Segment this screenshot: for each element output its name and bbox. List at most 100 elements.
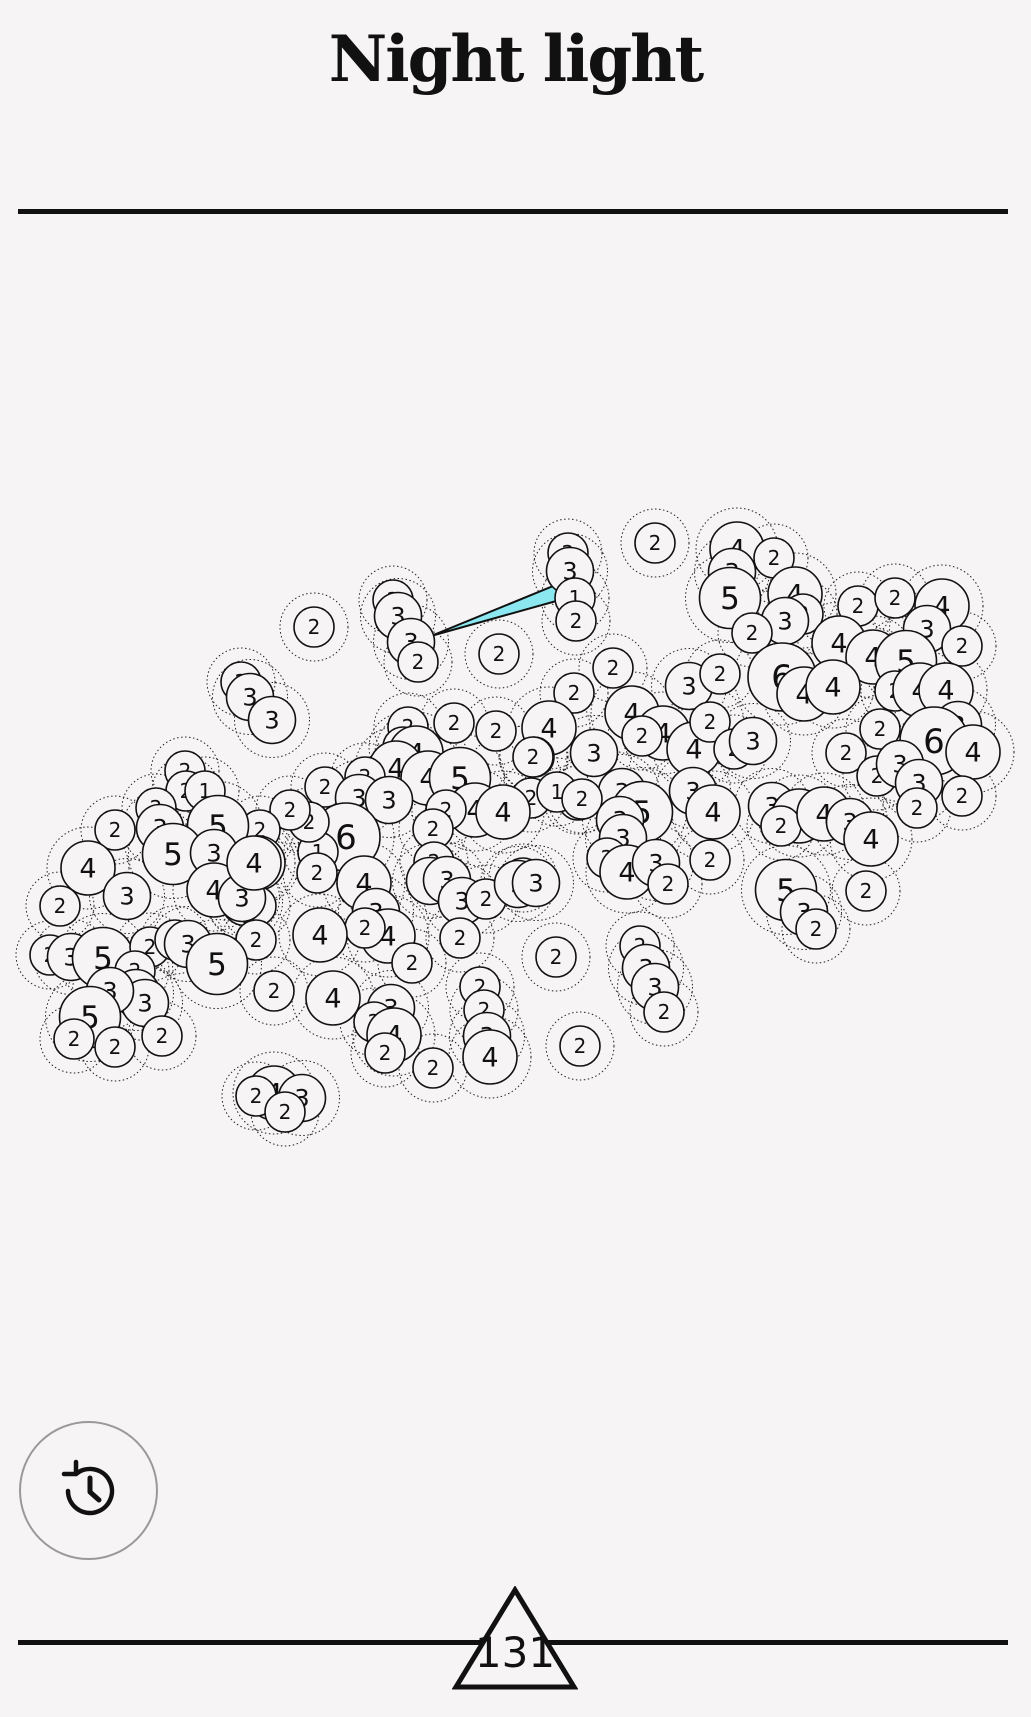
light-node[interactable]: 2 <box>634 522 676 564</box>
node-range <box>498 845 574 921</box>
node-count: 4 <box>245 849 262 880</box>
light-node[interactable]: 2 <box>535 936 577 978</box>
node-count: 2 <box>109 818 122 842</box>
light-node[interactable]: 5 <box>141 822 205 886</box>
light-node[interactable]: 2 <box>269 789 311 831</box>
light-node[interactable]: 2 <box>141 1015 183 1057</box>
light-node[interactable]: 4 <box>475 784 531 840</box>
node-count: 2 <box>570 609 583 633</box>
light-node[interactable]: 2 <box>760 805 802 847</box>
light-node[interactable]: 2 <box>941 625 983 667</box>
light-node[interactable]: 2 <box>433 702 475 744</box>
light-node[interactable]: 4 <box>685 784 741 840</box>
light-node[interactable]: 5 <box>185 932 249 996</box>
light-node[interactable]: 2 <box>39 885 81 927</box>
node-disc <box>293 606 335 648</box>
node-count: 3 <box>586 739 601 767</box>
node-range <box>221 905 291 975</box>
light-node[interactable]: 2 <box>478 633 520 675</box>
light-node[interactable]: 2 <box>559 1025 601 1067</box>
light-node[interactable]: 2 <box>561 778 603 820</box>
light-node[interactable]: 2 <box>731 612 773 654</box>
light-node[interactable]: 4 <box>305 970 361 1026</box>
light-node[interactable]: 2 <box>689 839 731 881</box>
light-node[interactable]: 2 <box>689 701 731 743</box>
light-node[interactable]: 2 <box>439 917 481 959</box>
light-node[interactable]: 2 <box>643 991 685 1033</box>
light-node[interactable]: 2 <box>264 1091 306 1133</box>
history-button[interactable] <box>19 1421 158 1560</box>
node-count: 2 <box>746 621 759 645</box>
light-node[interactable]: 2 <box>874 577 916 619</box>
light-node[interactable]: 5 <box>698 566 762 630</box>
node-count: 2 <box>956 634 969 658</box>
light-node[interactable]: 4 <box>462 1029 518 1085</box>
node-count: 2 <box>284 798 297 822</box>
light-node[interactable]: 2 <box>837 585 879 627</box>
node-disc <box>292 907 348 963</box>
light-node[interactable]: 2 <box>795 908 837 950</box>
light-node[interactable]: 2 <box>94 1026 136 1068</box>
light-node[interactable]: 4 <box>60 840 116 896</box>
light-node[interactable]: 2 <box>647 863 689 905</box>
light-node[interactable]: 2 <box>825 732 867 774</box>
node-range <box>172 919 262 1009</box>
node-count: 2 <box>840 741 853 765</box>
light-node[interactable]: 4 <box>945 724 1001 780</box>
light-node[interactable]: 2 <box>94 809 136 851</box>
light-node[interactable]: 3 <box>511 858 561 908</box>
light-node[interactable]: 2 <box>941 775 983 817</box>
light-node[interactable]: 2 <box>397 641 439 683</box>
node-range <box>831 856 901 926</box>
light-node[interactable]: 2 <box>296 852 338 894</box>
node-disc <box>859 708 901 750</box>
node-count: 2 <box>574 1034 587 1058</box>
node-disc <box>805 659 861 715</box>
light-node[interactable]: 4 <box>843 811 899 867</box>
light-node[interactable]: 3 <box>364 775 414 825</box>
light-node[interactable]: 2 <box>592 647 634 689</box>
light-node[interactable]: 2 <box>344 907 386 949</box>
node-count: 2 <box>279 1100 292 1124</box>
node-count: 2 <box>607 656 620 680</box>
node-count: 3 <box>381 786 396 814</box>
node-disc <box>874 577 916 619</box>
node-range <box>768 579 838 649</box>
light-node[interactable]: 2 <box>475 710 517 752</box>
light-node[interactable]: 4 <box>226 835 282 891</box>
light-node[interactable]: 2 <box>235 919 277 961</box>
light-node[interactable]: 2 <box>53 1018 95 1060</box>
node-count: 2 <box>412 650 425 674</box>
node-disc <box>561 778 603 820</box>
node-disc <box>699 653 741 695</box>
node-count: 4 <box>79 854 96 885</box>
light-node[interactable]: 2 <box>512 736 554 778</box>
light-node[interactable]: 3 <box>569 728 619 778</box>
node-range <box>620 508 690 578</box>
light-node[interactable]: 4 <box>292 907 348 963</box>
light-node[interactable]: 4 <box>805 659 861 715</box>
light-node[interactable]: 2 <box>555 600 597 642</box>
light-node[interactable]: 2 <box>391 942 433 984</box>
node-disc <box>689 701 731 743</box>
light-node[interactable]: 2 <box>896 787 938 829</box>
light-node[interactable]: 2 <box>293 606 335 648</box>
light-node[interactable]: 3 <box>728 716 778 766</box>
page-title: Night light <box>328 22 704 97</box>
light-node[interactable]: 2 <box>699 653 741 695</box>
node-disc <box>94 1026 136 1068</box>
node-count: 2 <box>956 784 969 808</box>
light-node[interactable]: 2 <box>859 708 901 750</box>
light-node[interactable]: 2 <box>753 537 795 579</box>
light-node[interactable]: 2 <box>253 970 295 1012</box>
light-node[interactable]: 2 <box>621 715 663 757</box>
node-range <box>264 1060 340 1136</box>
light-node[interactable]: 2 <box>845 870 887 912</box>
light-node[interactable]: 2 <box>364 1032 406 1074</box>
light-node[interactable]: 3 <box>247 695 297 745</box>
light-node[interactable]: 2 <box>553 672 595 714</box>
light-node[interactable]: 3 <box>102 871 152 921</box>
light-node[interactable]: 2 <box>412 1047 454 1089</box>
node-count: 2 <box>250 928 263 952</box>
